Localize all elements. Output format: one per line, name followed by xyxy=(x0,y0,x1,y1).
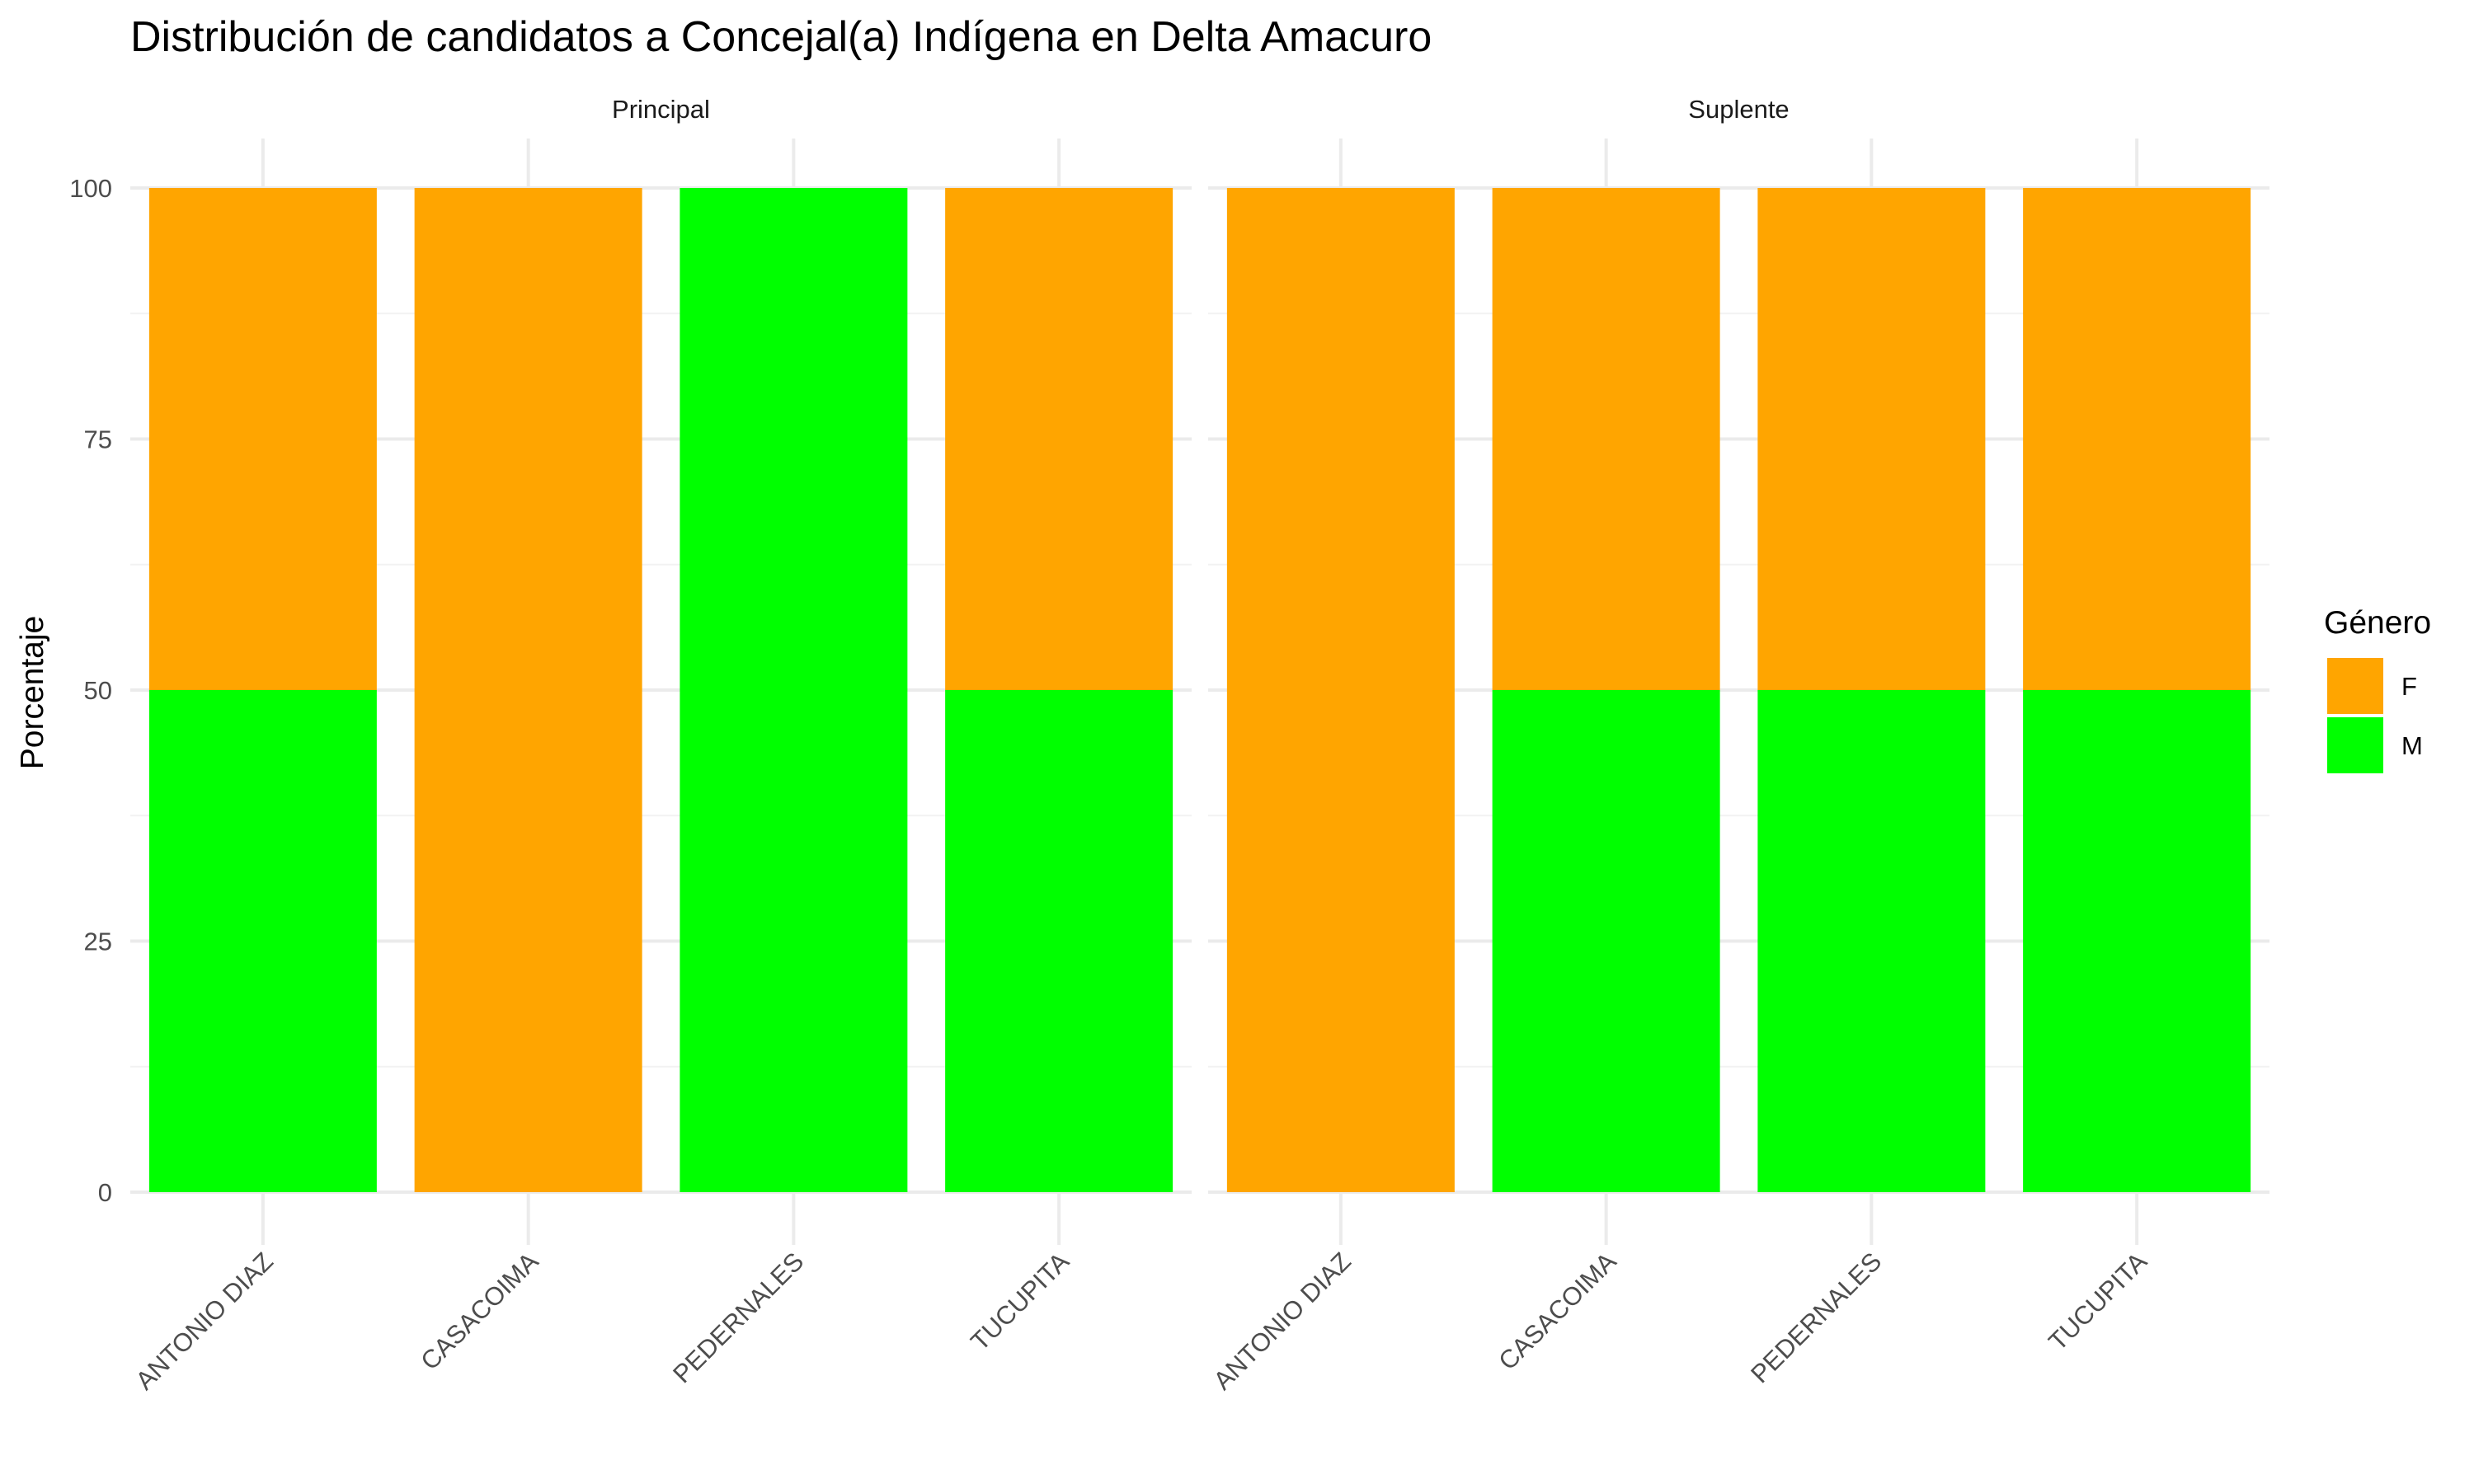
bar-f xyxy=(148,188,377,690)
bar-f xyxy=(1757,188,1986,690)
bar-f xyxy=(1226,188,1455,1192)
bar-m xyxy=(2023,690,2251,1192)
legend-label: M xyxy=(2401,731,2423,760)
bar-m xyxy=(148,690,377,1192)
bar-m xyxy=(1492,690,1720,1192)
bar-f xyxy=(2023,188,2251,690)
chart-title: Distribución de candidatos a Concejal(a)… xyxy=(130,13,1432,61)
y-tick-label: 75 xyxy=(84,425,112,454)
facet-strip-label: Suplente xyxy=(1688,95,1789,124)
legend-title: Género xyxy=(2324,605,2431,641)
y-tick-label: 0 xyxy=(98,1178,112,1207)
y-axis-title: Porcentaje xyxy=(15,616,50,769)
y-axis: 0 25 50 75 100 xyxy=(69,174,112,1207)
bar-f xyxy=(945,188,1174,690)
bar-f xyxy=(1492,188,1720,690)
legend: Género F M xyxy=(2324,605,2431,773)
facet-strip-label: Principal xyxy=(612,95,710,124)
bar-m xyxy=(1757,690,1986,1192)
bar-f xyxy=(414,188,642,1192)
legend-key-f xyxy=(2327,658,2383,714)
y-tick-label: 100 xyxy=(69,174,112,203)
bar-m xyxy=(680,188,908,1192)
y-tick-label: 25 xyxy=(84,928,112,956)
legend-label: F xyxy=(2401,672,2417,701)
y-tick-label: 50 xyxy=(84,676,112,705)
legend-key-m xyxy=(2327,717,2383,773)
bar-m xyxy=(945,690,1174,1192)
